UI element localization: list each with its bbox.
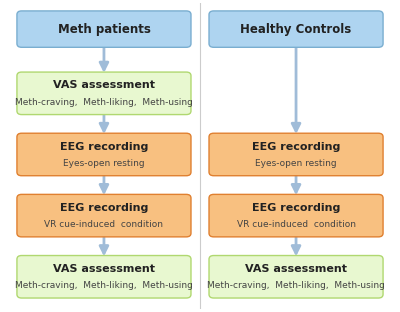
Text: VAS assessment: VAS assessment [53, 264, 155, 274]
Text: EEG recording: EEG recording [60, 203, 148, 213]
FancyBboxPatch shape [17, 11, 191, 47]
FancyBboxPatch shape [17, 72, 191, 115]
Text: VAS assessment: VAS assessment [53, 80, 155, 90]
Text: VR cue-induced  condition: VR cue-induced condition [236, 220, 356, 229]
Text: EEG recording: EEG recording [60, 142, 148, 152]
Text: Eyes-open resting: Eyes-open resting [63, 159, 145, 168]
FancyBboxPatch shape [17, 256, 191, 298]
FancyBboxPatch shape [209, 133, 383, 176]
Text: Meth-craving,  Meth-liking,  Meth-using: Meth-craving, Meth-liking, Meth-using [15, 98, 193, 107]
FancyBboxPatch shape [209, 11, 383, 47]
Text: Eyes-open resting: Eyes-open resting [255, 159, 337, 168]
FancyBboxPatch shape [17, 133, 191, 176]
Text: EEG recording: EEG recording [252, 203, 340, 213]
FancyBboxPatch shape [17, 194, 191, 237]
FancyBboxPatch shape [209, 256, 383, 298]
Text: VR cue-induced  condition: VR cue-induced condition [44, 220, 164, 229]
Text: Healthy Controls: Healthy Controls [240, 22, 352, 36]
Text: VAS assessment: VAS assessment [245, 264, 347, 274]
Text: Meth patients: Meth patients [58, 22, 150, 36]
Text: Meth-craving,  Meth-liking,  Meth-using: Meth-craving, Meth-liking, Meth-using [207, 281, 385, 290]
Text: Meth-craving,  Meth-liking,  Meth-using: Meth-craving, Meth-liking, Meth-using [15, 281, 193, 290]
FancyBboxPatch shape [209, 194, 383, 237]
Text: EEG recording: EEG recording [252, 142, 340, 152]
